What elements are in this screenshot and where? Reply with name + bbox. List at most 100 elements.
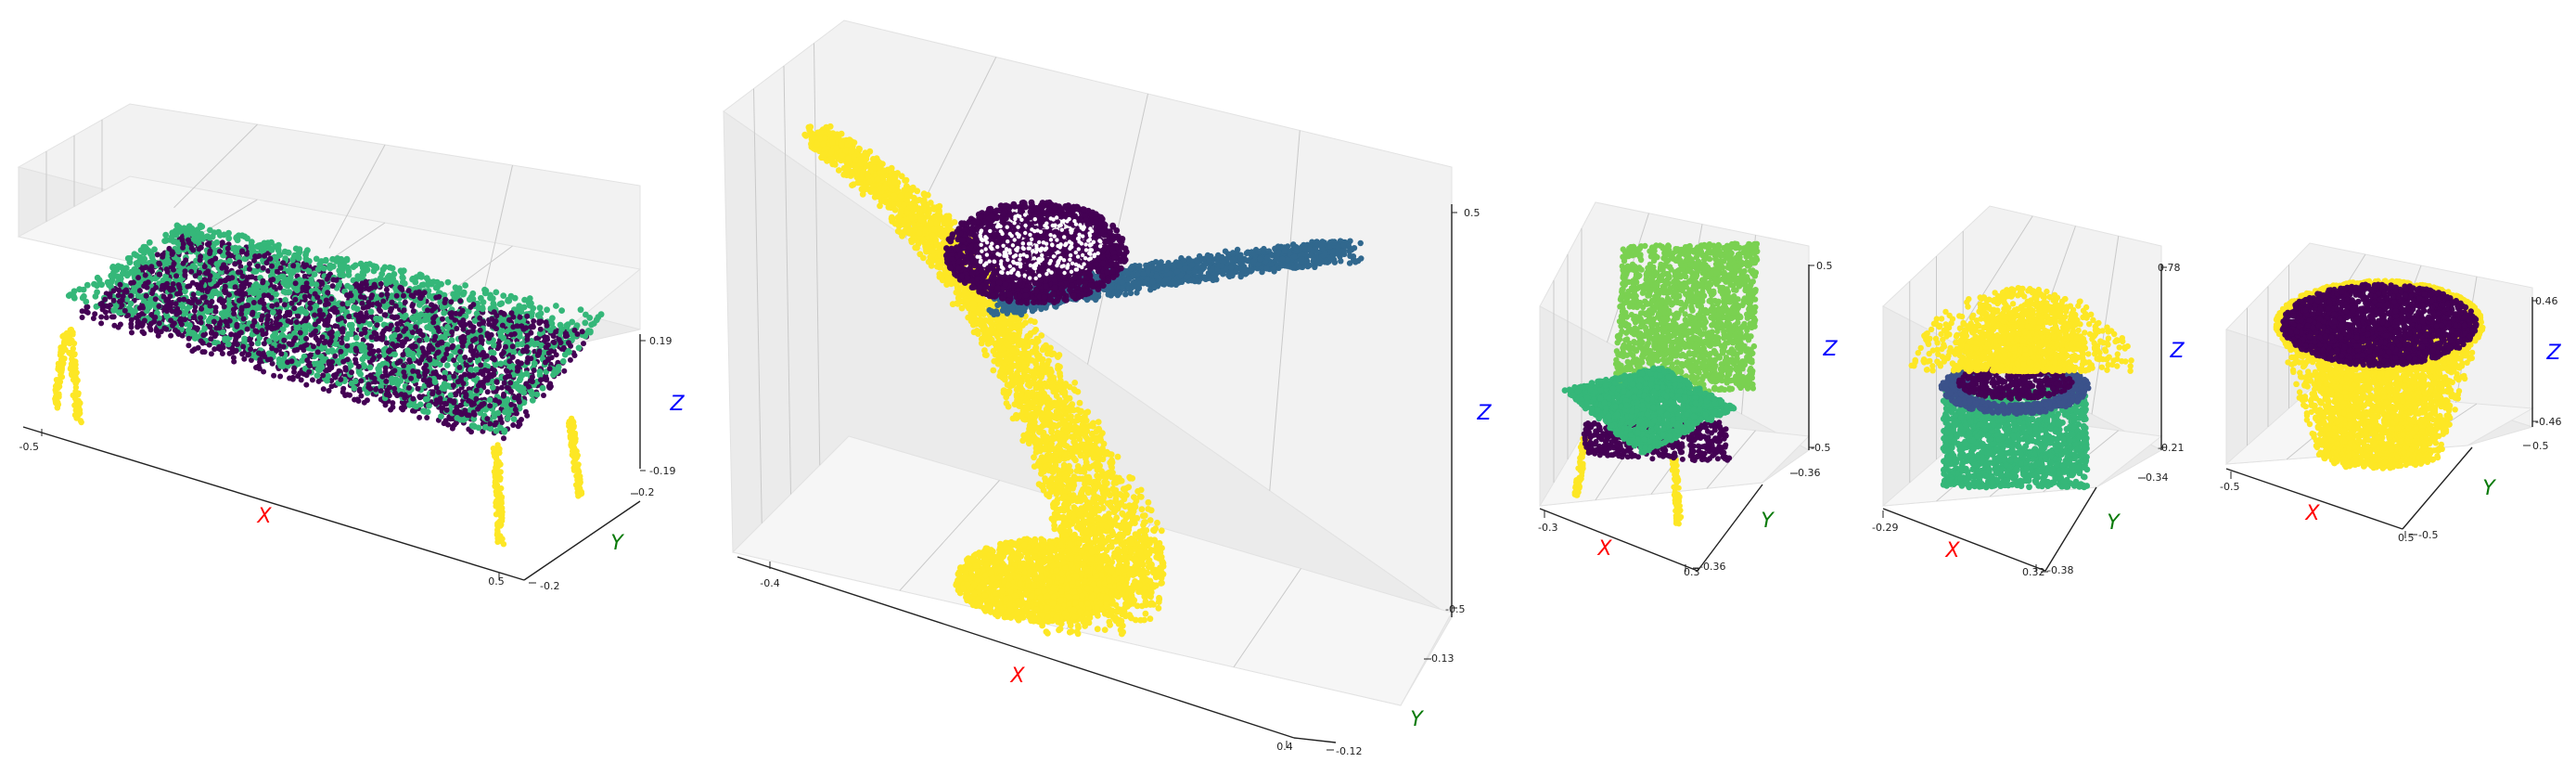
- point: [516, 398, 522, 405]
- point: [534, 312, 542, 318]
- point: [492, 421, 498, 428]
- point: [409, 275, 417, 282]
- point: [543, 319, 549, 326]
- point: [311, 343, 316, 350]
- point: [377, 302, 382, 308]
- point: [517, 421, 523, 428]
- point: [509, 343, 516, 350]
- point: [382, 365, 389, 371]
- point: [75, 390, 82, 396]
- point: [364, 304, 369, 310]
- point: [219, 239, 225, 246]
- point: [500, 334, 506, 342]
- point: [340, 305, 346, 313]
- point: [274, 302, 280, 308]
- point: [58, 348, 65, 355]
- point: [410, 342, 417, 349]
- series-legs: [52, 326, 84, 426]
- point: [524, 359, 531, 366]
- point: [524, 412, 531, 419]
- point: [70, 359, 78, 367]
- point: [493, 452, 500, 459]
- point: [424, 415, 430, 420]
- point: [376, 354, 382, 359]
- point: [329, 283, 336, 290]
- point: [288, 300, 295, 306]
- point: [269, 303, 276, 309]
- point: [292, 280, 299, 287]
- point: [416, 373, 422, 380]
- point: [261, 305, 267, 312]
- point: [414, 290, 420, 296]
- point: [491, 371, 497, 378]
- point: [76, 411, 83, 418]
- z-tick-label: -0.19: [649, 465, 675, 477]
- point: [373, 336, 379, 342]
- point: [474, 352, 480, 358]
- point: [291, 347, 298, 354]
- point: [260, 265, 266, 271]
- point: [498, 494, 506, 500]
- point: [533, 340, 541, 347]
- point: [478, 337, 484, 343]
- point: [511, 330, 518, 337]
- point: [477, 327, 483, 333]
- point: [271, 284, 277, 291]
- point: [332, 353, 339, 359]
- point: [320, 386, 327, 393]
- point: [238, 311, 245, 317]
- point: [457, 416, 464, 423]
- point: [510, 314, 517, 320]
- point: [573, 467, 580, 473]
- point: [183, 257, 189, 264]
- point: [571, 439, 578, 446]
- point: [423, 275, 430, 282]
- x-axis-label: X: [256, 505, 272, 528]
- point: [373, 386, 379, 393]
- point: [526, 302, 533, 309]
- point: [268, 277, 275, 283]
- point: [248, 242, 255, 250]
- point: [586, 315, 594, 321]
- point: [170, 281, 176, 287]
- point: [70, 292, 77, 300]
- point: [103, 315, 109, 320]
- point: [204, 241, 211, 248]
- point: [240, 281, 247, 288]
- point: [328, 329, 335, 335]
- point: [221, 298, 227, 304]
- point: [307, 300, 314, 306]
- point: [352, 345, 359, 352]
- point: [434, 284, 441, 291]
- point: [156, 260, 162, 266]
- point: [456, 365, 463, 370]
- point: [500, 292, 507, 299]
- point: [571, 430, 579, 437]
- point: [561, 368, 568, 374]
- point: [303, 335, 310, 342]
- point: [501, 380, 507, 386]
- point: [389, 314, 395, 320]
- point: [79, 315, 85, 320]
- point: [297, 329, 303, 336]
- point: [192, 273, 199, 279]
- point: [259, 328, 265, 334]
- point: [185, 283, 191, 290]
- point: [523, 325, 529, 331]
- point: [149, 268, 155, 275]
- point: [498, 498, 505, 505]
- point: [468, 429, 474, 435]
- point: [240, 343, 247, 350]
- point: [453, 310, 459, 316]
- point: [130, 288, 137, 294]
- point: [410, 395, 417, 402]
- point: [570, 448, 576, 455]
- point: [295, 313, 301, 319]
- point: [508, 388, 514, 394]
- point: [314, 337, 321, 343]
- point: [449, 425, 455, 432]
- point: [301, 293, 308, 300]
- point: [344, 292, 350, 298]
